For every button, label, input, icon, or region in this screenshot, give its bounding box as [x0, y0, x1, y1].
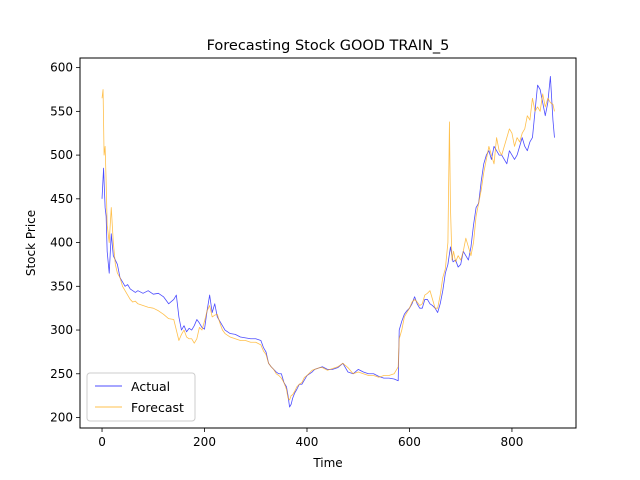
- y-tick-label: 550: [50, 104, 73, 118]
- y-tick-label: 200: [50, 411, 73, 425]
- y-axis-label: Stock Price: [24, 210, 38, 276]
- series-layer: [101, 75, 555, 408]
- legend-box: [86, 372, 196, 422]
- x-tick-label: 600: [398, 435, 421, 449]
- x-tick-label: 0: [98, 435, 106, 449]
- y-tick-label: 400: [50, 236, 73, 250]
- x-axis-ticks: 0 200 400 600 800: [98, 428, 523, 449]
- y-tick-label: 250: [50, 367, 73, 381]
- legend: Actual Forecast: [86, 372, 196, 422]
- legend-label-actual: Actual: [131, 379, 170, 394]
- legend-label-forecast: Forecast: [131, 400, 184, 415]
- plot-frame: [79, 57, 577, 429]
- y-tick-label: 350: [50, 279, 73, 293]
- chart-title: Forecasting Stock GOOD TRAIN_5: [207, 38, 450, 54]
- y-axis-ticks: 200 250 300 350 400 450 500 550 600: [50, 61, 80, 425]
- series-line-forecast: [101, 89, 555, 401]
- x-tick-label: 200: [193, 435, 216, 449]
- y-tick-label: 600: [50, 61, 73, 75]
- y-tick-label: 300: [50, 323, 73, 337]
- x-tick-label: 400: [296, 435, 319, 449]
- series-line-actual: [101, 75, 555, 408]
- x-tick-label: 800: [500, 435, 523, 449]
- y-tick-label: 500: [50, 148, 73, 162]
- y-tick-label: 450: [50, 192, 73, 206]
- plot-area: [79, 57, 577, 429]
- x-axis-label: Time: [312, 456, 342, 470]
